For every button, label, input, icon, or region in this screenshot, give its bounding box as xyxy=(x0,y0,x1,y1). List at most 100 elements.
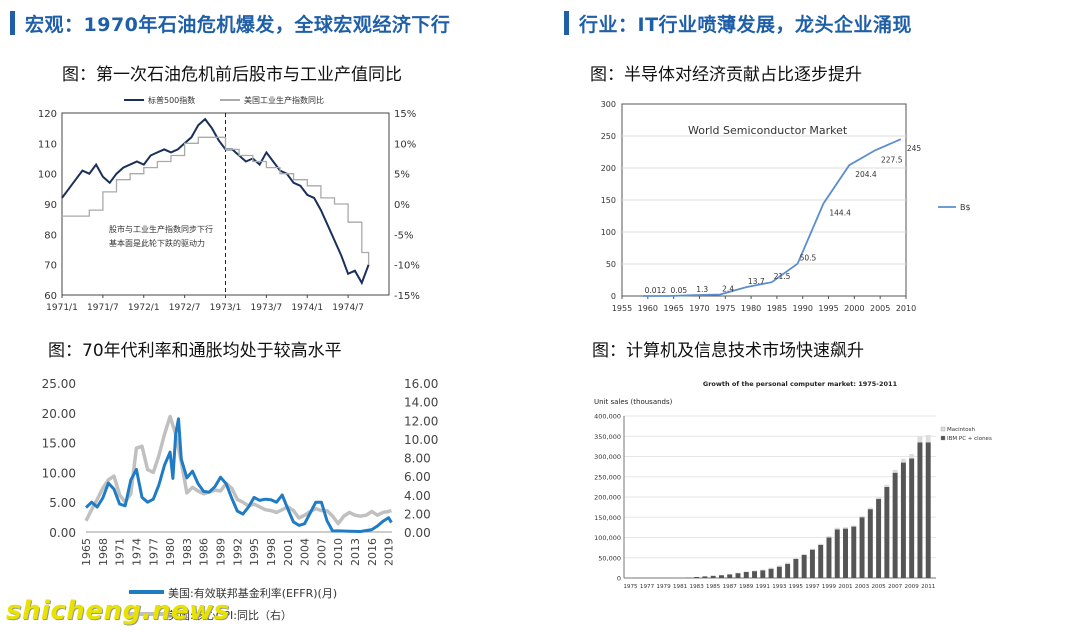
legend-swatch xyxy=(940,435,946,441)
x-tick-label: 1977 xyxy=(640,584,655,590)
y-tick-label-left: 15.00 xyxy=(42,437,76,451)
data-label: 227.5 xyxy=(881,155,903,164)
x-tick-label: 1999 xyxy=(822,584,837,590)
rates-inflation-chart: 0.00 5.00 10.00 15.00 20.00 25.00 0.00 2.00 4.00… xyxy=(42,377,439,622)
y-tick-label-right: 15% xyxy=(394,109,416,120)
y-tick-label: 0 xyxy=(611,292,616,301)
x-tick-label: 1974/7 xyxy=(332,303,364,313)
x-tick-label: 1985 xyxy=(767,304,787,313)
bar-ibm xyxy=(793,558,799,578)
x-tick-label: 1971 xyxy=(114,538,127,566)
y-tick-label: 250 xyxy=(601,132,616,141)
caption-semiconductor: 图：半导体对经济贡献占比逐步提升 xyxy=(590,65,862,85)
series-line xyxy=(62,136,370,265)
y-tick-label-right: 14.00 xyxy=(404,396,438,410)
x-tick-label: 1977 xyxy=(147,538,160,566)
y-tick-label-right: 0% xyxy=(394,200,410,211)
bar-macintosh xyxy=(818,543,824,545)
caption-oil-crisis: 图：第一次石油危机前后股市与工业产值同比 xyxy=(62,65,402,85)
x-tick-label: 1995 xyxy=(248,538,261,566)
bar-ibm xyxy=(752,571,758,578)
y-tick-label-left: 70 xyxy=(44,261,57,272)
bar-ibm xyxy=(826,537,832,578)
series-line xyxy=(84,417,393,533)
bar-macintosh xyxy=(859,515,865,518)
legend-label: 美国工业生产指数同比 xyxy=(244,95,324,105)
y-tick-label-right: 10.00 xyxy=(404,433,438,447)
y-tick-label-left: 10.00 xyxy=(42,466,76,480)
bar-ibm xyxy=(900,462,906,578)
y-tick-label-right: -5% xyxy=(394,230,413,241)
x-tick-label: 1981 xyxy=(673,584,688,590)
x-tick-label: 2009 xyxy=(905,584,920,590)
bar-macintosh xyxy=(785,562,791,564)
legend-swatch xyxy=(940,426,946,432)
bar-ibm xyxy=(785,563,791,578)
y-tick-label-right: -15% xyxy=(394,291,420,302)
x-tick-label: 2010 xyxy=(332,538,345,566)
data-label: 144.4 xyxy=(829,209,851,218)
x-tick-label: 2016 xyxy=(366,538,379,566)
bar-ibm xyxy=(909,458,915,578)
y-tick-label: 400,000 xyxy=(594,413,621,421)
bar-macintosh xyxy=(867,507,873,510)
bar-ibm xyxy=(694,576,700,578)
y-tick-label-left: 20.00 xyxy=(42,407,76,421)
y-tick-label-right: 4.00 xyxy=(404,489,431,503)
x-tick-label: 1995 xyxy=(789,584,804,590)
legend-label: B$ xyxy=(960,203,971,212)
y-tick-label-left: 60 xyxy=(44,291,57,302)
y-tick-label: 350,000 xyxy=(594,433,621,441)
bar-macintosh xyxy=(834,527,840,530)
y-tick-label-left: 90 xyxy=(44,200,57,211)
bar-macintosh xyxy=(892,469,898,473)
x-tick-label: 1960 xyxy=(638,304,658,313)
x-tick-label: 1986 xyxy=(198,538,211,566)
bar-macintosh xyxy=(793,557,799,559)
x-tick-label: 2003 xyxy=(855,584,870,590)
data-label: 245 xyxy=(907,144,922,153)
chart-title: Growth of the personal computer market: … xyxy=(703,380,898,388)
left-header: 宏观：1970年石油危机爆发，全球宏观经济下行 xyxy=(10,8,450,38)
y-tick-label-right: 2.00 xyxy=(404,507,431,521)
y-tick-label-left: 120 xyxy=(38,109,57,120)
x-tick-label: 1972/7 xyxy=(169,303,201,313)
y-tick-label-left: 100 xyxy=(38,170,57,181)
y-tick-label: 150,000 xyxy=(594,514,621,522)
y-tick-label-right: 6.00 xyxy=(404,470,431,484)
x-tick-label: 2019 xyxy=(383,538,396,566)
x-tick-label: 1980 xyxy=(741,304,761,313)
data-label: 13.7 xyxy=(748,277,765,286)
legend-label: IBM PC + clones xyxy=(947,436,992,442)
caption-rates: 图：70年代利率和通胀均处于较高水平 xyxy=(48,341,342,361)
y-tick-label-right: -10% xyxy=(394,261,420,272)
bar-macintosh xyxy=(876,497,882,500)
data-label: 204.4 xyxy=(855,170,877,179)
y-tick-label: 100 xyxy=(601,228,616,237)
caption-pc-market: 图：计算机及信息技术市场快速飙升 xyxy=(592,341,864,361)
y-tick-label: 150 xyxy=(601,196,616,205)
bar-ibm xyxy=(702,576,708,578)
y-tick-label-left: 25.00 xyxy=(42,377,76,391)
series-line xyxy=(642,138,902,297)
header-accent-bar xyxy=(10,11,15,35)
y-tick-label: 50 xyxy=(606,260,616,269)
legend-label: Macintosh xyxy=(947,427,976,433)
chart-title: World Semiconductor Market xyxy=(688,124,848,137)
bar-ibm xyxy=(892,472,898,578)
x-tick-label: 2011 xyxy=(921,584,936,590)
x-tick-label: 2010 xyxy=(896,304,916,313)
bar-ibm xyxy=(859,517,865,578)
y-tick-label-right: 10% xyxy=(394,139,416,150)
annotation-text: 基本面是此轮下跌的驱动力 xyxy=(109,238,205,248)
bar-ibm xyxy=(768,568,774,578)
y-tick-label: 200 xyxy=(601,164,616,173)
legend-label: 美国:有效联邦基金利率(EFFR)(月) xyxy=(168,586,337,600)
y-tick-label: 200,000 xyxy=(594,494,621,502)
x-tick-label: 1983 xyxy=(181,538,194,566)
y-tick-label-left: 0.00 xyxy=(49,526,76,540)
bar-macintosh xyxy=(925,435,931,443)
semiconductor-chart: 0 50 100 150 200 250 300 1955 1960 1965 1970 1975 19… xyxy=(601,100,971,313)
bar-macintosh xyxy=(917,436,923,443)
y-tick-label: 50,000 xyxy=(598,554,621,562)
